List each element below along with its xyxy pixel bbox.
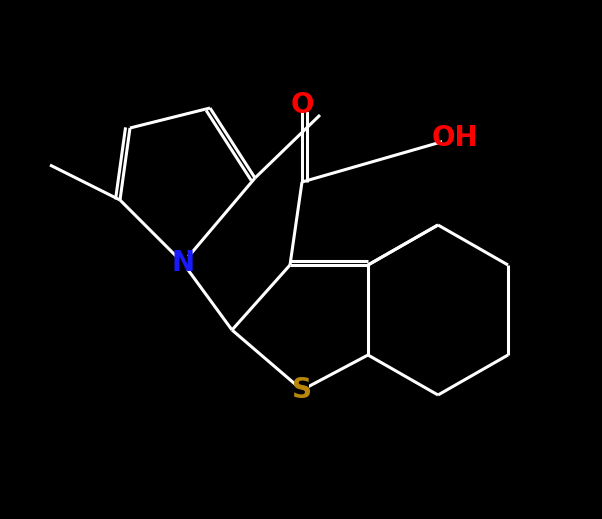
FancyBboxPatch shape	[442, 131, 468, 145]
FancyBboxPatch shape	[295, 98, 309, 112]
Text: S: S	[292, 376, 312, 404]
Text: OH: OH	[432, 124, 479, 152]
Text: O: O	[290, 91, 314, 119]
FancyBboxPatch shape	[295, 383, 309, 397]
Text: N: N	[172, 249, 194, 277]
FancyBboxPatch shape	[176, 256, 190, 270]
